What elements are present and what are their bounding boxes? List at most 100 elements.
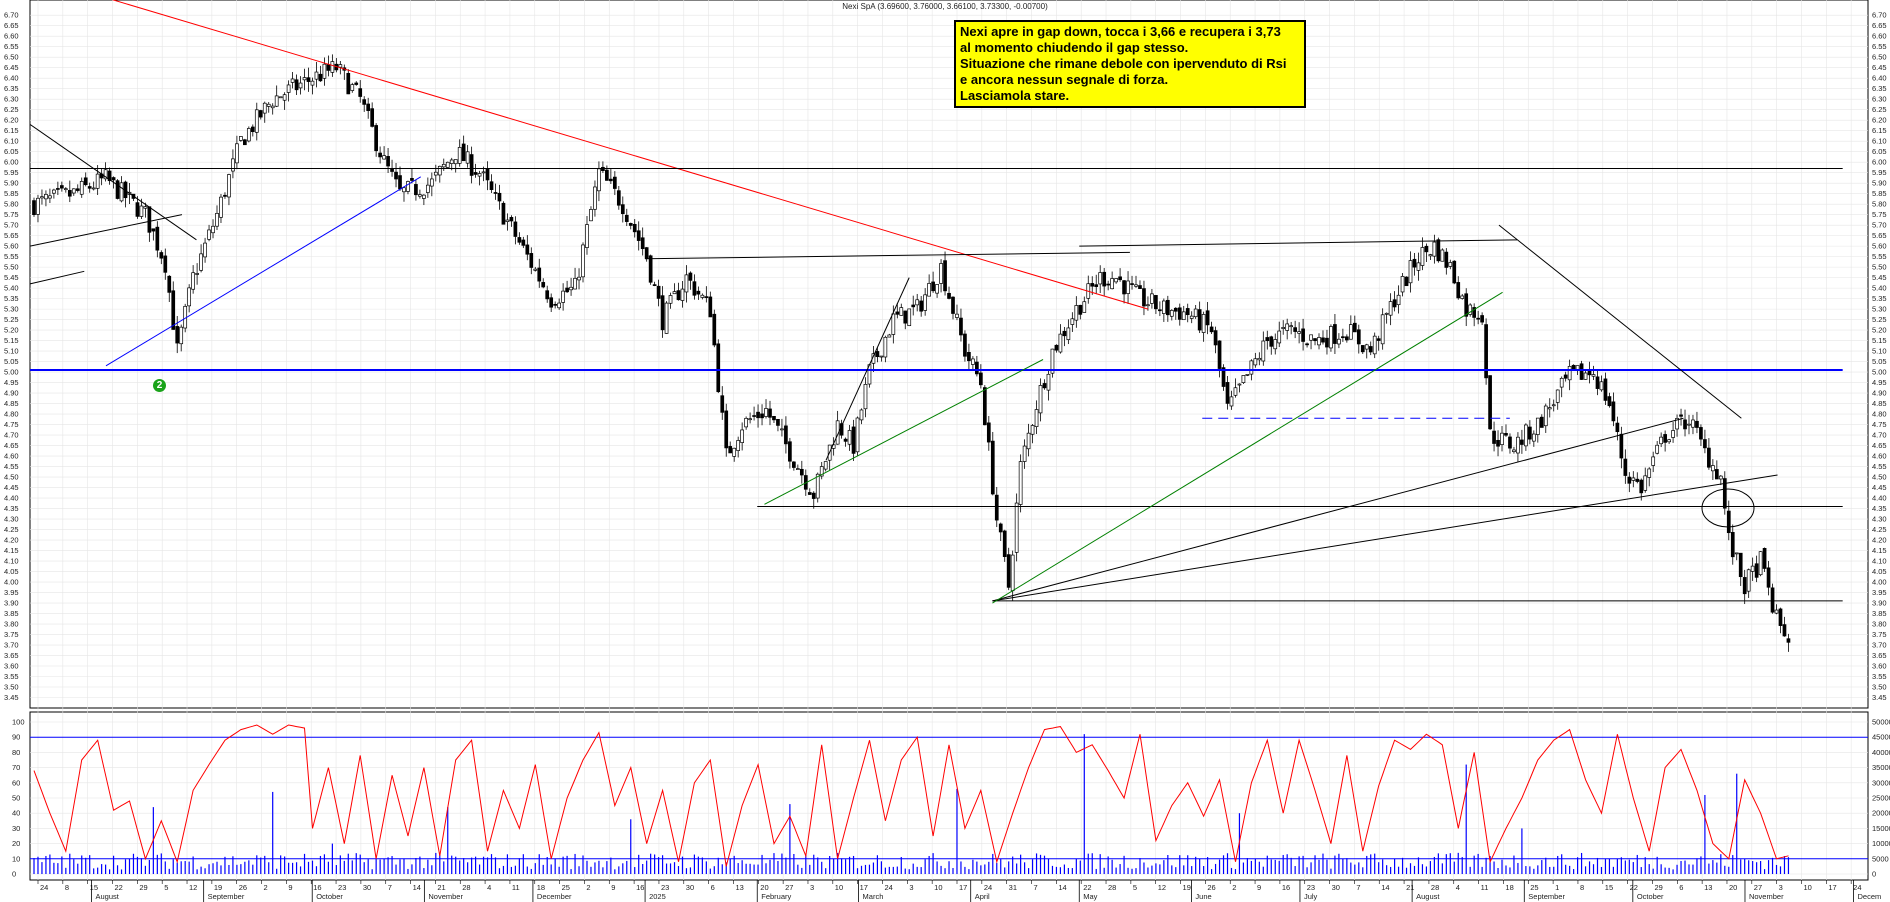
candle-body — [1643, 475, 1648, 491]
trend-line — [825, 277, 910, 461]
candle-body — [437, 165, 442, 176]
candle-body — [986, 422, 991, 443]
candle-body — [1555, 389, 1560, 403]
candle-body — [931, 281, 935, 292]
candle-body — [461, 143, 466, 162]
day-tick-label: 28 — [1431, 883, 1439, 892]
candle-body — [1531, 433, 1536, 442]
candle-body — [426, 184, 430, 193]
candle-body — [286, 84, 291, 93]
price-tick-right: 5.75 — [1872, 210, 1887, 219]
candle-body — [1444, 251, 1449, 268]
candle-body — [318, 73, 323, 82]
candle-body — [915, 299, 920, 306]
candle-body — [994, 494, 999, 521]
candle-body — [1074, 305, 1079, 321]
candle-body — [636, 230, 641, 241]
volume-tick: 30000 — [1872, 778, 1890, 787]
candle-body — [1130, 283, 1134, 285]
candle-body — [788, 441, 792, 462]
price-tick-right: 4.30 — [1872, 515, 1887, 524]
price-tick-right: 4.90 — [1872, 389, 1887, 398]
candle-body — [1313, 338, 1317, 342]
price-tick-right: 5.50 — [1872, 263, 1887, 272]
month-label: October — [1637, 892, 1664, 901]
price-tick-left: 5.90 — [4, 179, 19, 188]
note-line: Lasciamola stare. — [960, 88, 1070, 103]
candle-body — [1341, 336, 1345, 339]
candle-body — [609, 178, 613, 182]
price-tick-left: 6.35 — [4, 84, 19, 93]
candle-body — [314, 71, 319, 80]
candle-body — [1559, 377, 1564, 388]
price-tick-left: 5.75 — [4, 210, 19, 219]
candle-body — [1333, 324, 1337, 344]
price-tick-left: 6.55 — [4, 42, 19, 51]
candle-body — [469, 154, 474, 176]
candle-body — [1301, 328, 1305, 342]
candle-body — [541, 282, 546, 288]
candle-body — [322, 63, 327, 79]
price-tick-right: 4.95 — [1872, 378, 1887, 387]
candle-body — [1337, 338, 1341, 345]
candle-body — [529, 253, 534, 268]
month-label: September — [208, 892, 245, 901]
candle-body — [947, 292, 951, 299]
candle-body — [998, 523, 1003, 533]
price-tick-left: 6.60 — [4, 32, 19, 41]
candle-body — [1778, 608, 1783, 626]
candle-body — [807, 492, 812, 495]
price-tick-left: 5.00 — [4, 368, 19, 377]
day-tick-label: 13 — [1704, 883, 1712, 892]
price-tick-left: 4.40 — [4, 494, 19, 503]
month-label: February — [761, 892, 791, 901]
price-tick-right: 6.25 — [1872, 105, 1887, 114]
candle-body — [1169, 310, 1174, 317]
price-tick-right: 3.75 — [1872, 630, 1887, 639]
candle-body — [521, 239, 526, 246]
month-label: August — [96, 892, 120, 901]
candle-body — [923, 294, 928, 311]
day-tick-label: 10 — [1803, 883, 1811, 892]
note-line: al momento chiudendo il gap stesso. — [960, 40, 1189, 55]
price-tick-right: 4.25 — [1872, 525, 1887, 534]
candle-body — [815, 473, 820, 499]
candle-body — [1193, 308, 1198, 318]
price-tick-left: 5.80 — [4, 200, 19, 209]
price-tick-right: 3.45 — [1872, 693, 1887, 702]
day-tick-label: 12 — [189, 883, 197, 892]
candle-body — [1372, 335, 1377, 355]
day-tick-label: 10 — [934, 883, 942, 892]
day-tick-label: 12 — [1158, 883, 1166, 892]
day-tick-label: 22 — [1630, 883, 1638, 892]
candle-body — [1392, 299, 1397, 308]
price-tick-left: 5.10 — [4, 347, 19, 356]
candle-body — [1142, 288, 1146, 307]
candle-body — [1221, 367, 1226, 387]
candle-body — [795, 468, 800, 470]
candle-body — [712, 313, 717, 346]
candle-body — [624, 214, 629, 222]
candle-body — [75, 188, 80, 191]
price-tick-left: 3.70 — [4, 641, 19, 650]
candle-body — [1110, 278, 1114, 290]
candle-body — [911, 304, 916, 308]
candle-body — [780, 428, 784, 431]
candle-body — [1615, 422, 1620, 433]
candle-body — [664, 302, 669, 334]
price-tick-left: 4.75 — [4, 420, 19, 429]
candle-body — [1683, 419, 1687, 430]
price-tick-left: 4.90 — [4, 389, 19, 398]
candle-body — [784, 425, 788, 445]
volume-tick: 40000 — [1872, 748, 1890, 757]
candle-body — [394, 171, 398, 180]
price-tick-left: 4.05 — [4, 567, 19, 576]
candle-body — [1002, 530, 1007, 557]
candle-body — [179, 326, 184, 345]
price-tick-left: 4.45 — [4, 483, 19, 492]
candle-body — [593, 186, 597, 210]
day-tick-label: 24 — [984, 883, 992, 892]
candle-body — [1078, 304, 1083, 315]
candle-body — [1440, 249, 1445, 262]
price-tick-right: 6.50 — [1872, 53, 1887, 62]
